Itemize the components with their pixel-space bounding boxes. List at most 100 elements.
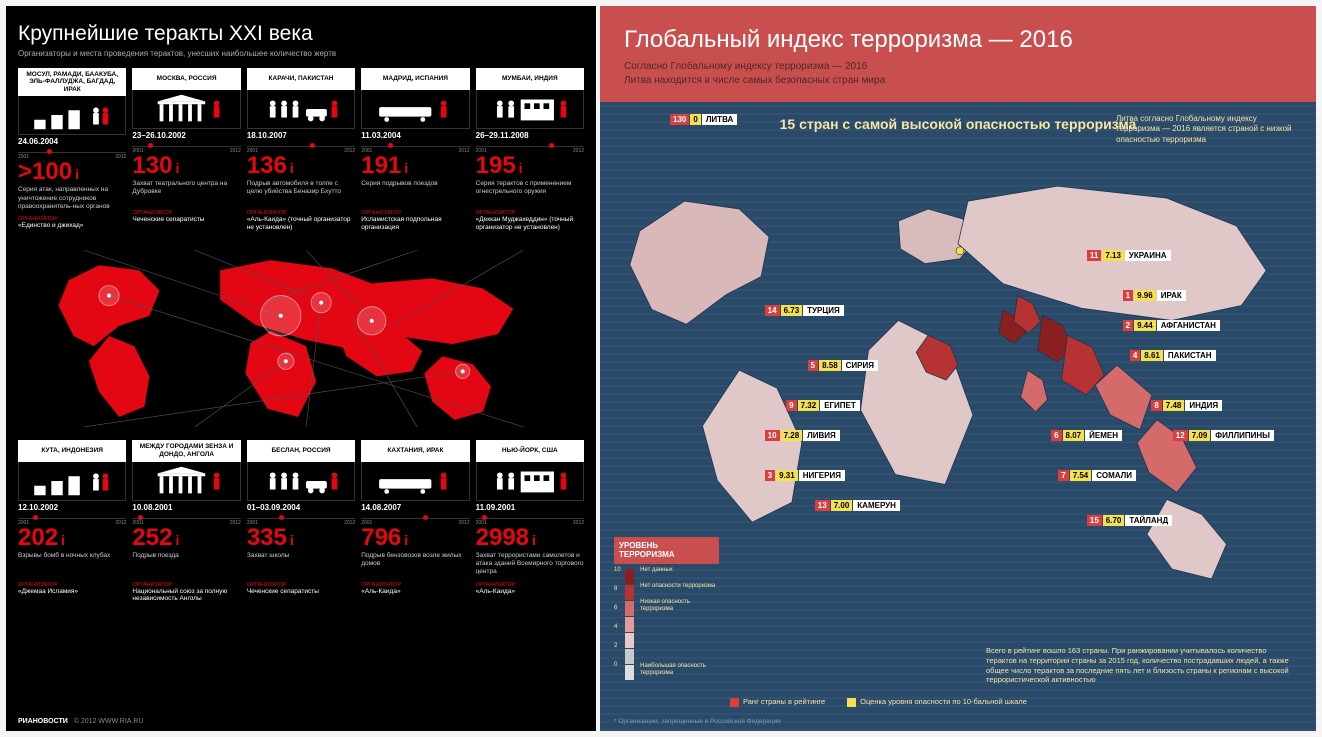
card-description: Захват театрального центра на Дубровке [132, 180, 240, 206]
card-date: 12.10.2002 [18, 500, 126, 514]
card-timeline: 2001 2012 [18, 148, 126, 158]
card-date: 24.06.2004 [18, 134, 126, 148]
ria-logo: РИАНОВОСТИ [18, 718, 68, 725]
card-date: 11.03.2004 [361, 128, 469, 142]
card-casualty-count: 130i [132, 154, 240, 178]
card-casualty-count: 2998i [476, 526, 584, 550]
card-organizer: Национальный союз за полную независимост… [132, 588, 240, 604]
card-organizer: «Единство и джихад» [18, 222, 126, 230]
card-casualty-count: 796i [361, 526, 469, 550]
card-timeline: 2001 2012 [361, 142, 469, 152]
card-location: МОСУЛ, РАМАДИ, БААКУБА, ЭЛЬ-ФАЛЛУДЖА, БА… [18, 68, 126, 96]
card-date: 14.08.2007 [361, 500, 469, 514]
card-casualty-count: 252i [132, 526, 240, 550]
card-location: МЕЖДУ ГОРОДАМИ ЗЕНЗА И ДОНДО, АНГОЛА [132, 440, 240, 462]
card-organizer: Чеченские сепаратисты [132, 216, 240, 224]
card-organizer: «Джемаа Исламия» [18, 588, 126, 596]
legend-box: УРОВЕНЬ ТЕРРОРИЗМА 0246810 Нет данныхНет… [614, 537, 719, 681]
card-timeline: 2001 2012 [132, 142, 240, 152]
card-date: 18.10.2007 [247, 128, 355, 142]
cards-top-row: МОСУЛ, РАМАДИ, БААКУБА, ЭЛЬ-ФАЛЛУДЖА, БА… [18, 68, 584, 232]
card-timeline: 2001 2012 [361, 514, 469, 524]
attack-card: МОСУЛ, РАМАДИ, БААКУБА, ЭЛЬ-ФАЛЛУДЖА, БА… [18, 68, 126, 232]
card-location: КУТА, ИНДОНЕЗИЯ [18, 440, 126, 462]
bottom-note: Всего в рейтинг вошло 163 страны. При ра… [986, 646, 1296, 685]
attack-card: МУМБАИ, ИНДИЯ 26–29.11.2008 2001 2012 19… [476, 68, 584, 232]
right-header: Глобальный индекс терроризма — 2016 Согл… [600, 6, 1316, 102]
card-casualty-count: 191i [361, 154, 469, 178]
card-casualty-count: >100i [18, 160, 126, 184]
key-rank: Ранг страны в рейтинге [730, 697, 825, 707]
attack-card: НЬЮ-ЙОРК, США 11.09.2001 2001 2012 2998i… [476, 440, 584, 604]
card-description: Подрыв автомобиля в толпе с целю убийств… [247, 180, 355, 206]
card-illustration-icon [361, 90, 469, 128]
attack-card: КУТА, ИНДОНЕЗИЯ 12.10.2002 2001 2012 202… [18, 440, 126, 604]
attack-card: МОСКВА, РОССИЯ 23–26.10.2002 2001 2012 1… [132, 68, 240, 232]
right-infographic: Глобальный индекс терроризма — 2016 Согл… [600, 6, 1316, 731]
legend-title: УРОВЕНЬ ТЕРРОРИЗМА [614, 537, 719, 564]
card-timeline: 2001 2012 [247, 142, 355, 152]
card-illustration-icon [132, 462, 240, 500]
card-organizer: «Аль-Каида» [361, 588, 469, 596]
card-illustration-icon [476, 90, 584, 128]
card-timeline: 2001 2012 [476, 514, 584, 524]
card-illustration-icon [476, 462, 584, 500]
card-description: Серия атак, направленных на уничтожение … [18, 186, 126, 212]
card-date: 10.08.2001 [132, 500, 240, 514]
card-timeline: 2001 2012 [247, 514, 355, 524]
card-description: Серия подрывов поездов [361, 180, 469, 206]
card-organizer: «Аль-Каида» (точный организатор не устан… [247, 216, 355, 232]
card-illustration-icon [18, 462, 126, 500]
key-score: Оценка уровня опасности по 10-бальной шк… [847, 697, 1027, 707]
attack-card: БЕСЛАН, РОССИЯ 01–03.09.2004 2001 2012 3… [247, 440, 355, 604]
attack-card: МЕЖДУ ГОРОДАМИ ЗЕНЗА И ДОНДО, АНГОЛА 10.… [132, 440, 240, 604]
card-organizer: Чеченские сепаратисты [247, 588, 355, 596]
card-date: 11.09.2001 [476, 500, 584, 514]
legend-scale: 0246810 Нет данныхНет опасности террориз… [614, 567, 719, 681]
card-casualty-count: 202i [18, 526, 126, 550]
card-timeline: 2001 2012 [132, 514, 240, 524]
card-location: МОСКВА, РОССИЯ [132, 68, 240, 90]
card-description: Захват школы [247, 552, 355, 578]
right-subtitle: Согласно Глобальному индексу терроризма … [624, 60, 1292, 88]
card-organizer: «Аль-Каида» [476, 588, 584, 596]
attack-card: КАРАЧИ, ПАКИСТАН 18.10.2007 2001 2012 13… [247, 68, 355, 232]
attack-card: КАХТАНИЯ, ИРАК 14.08.2007 2001 2012 796i… [361, 440, 469, 604]
card-description: Подрыв поезда [132, 552, 240, 578]
card-illustration-icon [132, 90, 240, 128]
right-title: Глобальный индекс терроризма — 2016 [624, 26, 1292, 54]
card-illustration-icon [18, 96, 126, 134]
lithuania-label: 130 0 ЛИТВА [670, 114, 737, 125]
card-illustration-icon [247, 462, 355, 500]
card-organizer: «Деккан Муджахеддин» (точный организатор… [476, 216, 584, 232]
left-world-map [18, 240, 584, 432]
card-timeline: 2001 2012 [476, 142, 584, 152]
attack-card: МАДРИД, ИСПАНИЯ 11.03.2004 2001 2012 191… [361, 68, 469, 232]
left-subtitle: Организаторы и места проведения терактов… [18, 49, 584, 58]
cards-bottom-row: КУТА, ИНДОНЕЗИЯ 12.10.2002 2001 2012 202… [18, 440, 584, 604]
card-illustration-icon [361, 462, 469, 500]
card-casualty-count: 335i [247, 526, 355, 550]
card-description: Подрыв бензовозов возле жилых домов [361, 552, 469, 578]
map-key: Ранг страны в рейтинге Оценка уровня опа… [730, 697, 1027, 707]
left-footer: РИАНОВОСТИ © 2012 WWW.RIA.RU [18, 718, 584, 725]
card-location: КАРАЧИ, ПАКИСТАН [247, 68, 355, 90]
left-infographic: Крупнейшие теракты XXI века Организаторы… [6, 6, 596, 731]
card-location: МУМБАИ, ИНДИЯ [476, 68, 584, 90]
card-illustration-icon [247, 90, 355, 128]
card-location: БЕСЛАН, РОССИЯ [247, 440, 355, 462]
card-date: 26–29.11.2008 [476, 128, 584, 142]
card-date: 01–03.09.2004 [247, 500, 355, 514]
card-casualty-count: 195i [476, 154, 584, 178]
card-description: Взрывы бомб в ночных клубах [18, 552, 126, 578]
right-body: 15 стран с самой высокой опасностью терр… [600, 102, 1316, 731]
card-location: НЬЮ-ЙОРК, США [476, 440, 584, 462]
card-timeline: 2001 2012 [18, 514, 126, 524]
card-organizer: Исламистская подпольная организация [361, 216, 469, 232]
card-casualty-count: 136i [247, 154, 355, 178]
card-description: Серия терактов с применением огнестрельн… [476, 180, 584, 206]
footnote: * Организации, запрещенные в Российской … [614, 718, 781, 725]
card-location: КАХТАНИЯ, ИРАК [361, 440, 469, 462]
card-date: 23–26.10.2002 [132, 128, 240, 142]
card-description: Захват террористами самолетов и атака зд… [476, 552, 584, 578]
